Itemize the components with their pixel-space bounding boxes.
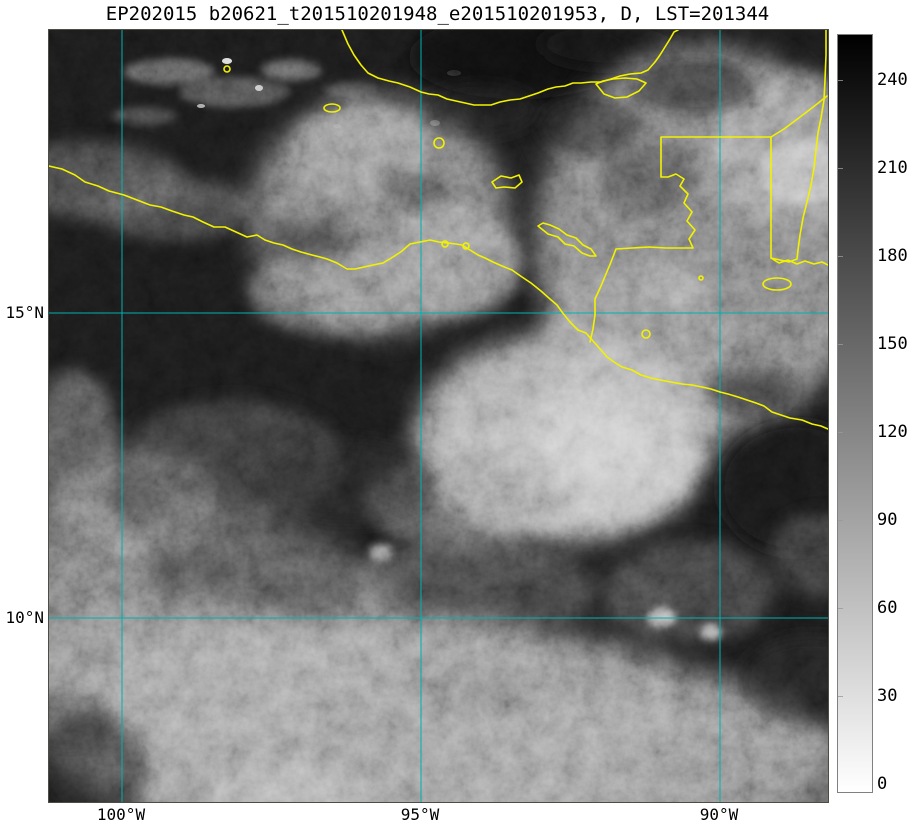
coastal-lagoon-dot-1 <box>441 240 449 248</box>
coastal-lagoon <box>323 103 341 113</box>
colorbar-notch <box>838 168 843 169</box>
colorbar-notch <box>838 520 843 521</box>
colorbar-notch <box>838 432 843 433</box>
angostura-reservoir <box>537 222 597 257</box>
colorbar-tick-120: 120 <box>877 422 908 442</box>
colorbar-notch <box>838 256 843 257</box>
mexico-guatemala-border <box>589 136 772 343</box>
satellite-map <box>48 29 829 803</box>
colorbar-tick-150: 150 <box>877 334 908 354</box>
coastal-lagoon-dot-2 <box>462 242 470 250</box>
colorbar-notch <box>838 80 843 81</box>
rio-hondo-border <box>770 95 828 138</box>
lat-tick-10n: 10°N <box>5 608 44 627</box>
pacific-coastline <box>49 165 828 430</box>
small-lagoon <box>223 65 231 73</box>
lon-tick-100w: 100°W <box>96 805 146 824</box>
coastlines <box>49 30 828 430</box>
colorbar-tick-90: 90 <box>877 510 898 530</box>
satellite-image <box>49 30 828 802</box>
colorbar <box>837 34 873 793</box>
guatemala-lake-dot <box>698 275 704 281</box>
plot-title: EP202015 b20621_t201510201948_e201510201… <box>105 3 770 25</box>
lake-izabal <box>762 277 792 291</box>
colorbar-tick-180: 180 <box>877 246 908 266</box>
colorbar-notch <box>838 696 843 697</box>
lake-atitlan <box>641 329 651 339</box>
laguna-de-terminos <box>595 77 647 99</box>
colorbar-tick-60: 60 <box>877 598 898 618</box>
belize-caribbean-coastline <box>770 30 828 266</box>
small-lake <box>433 137 445 149</box>
colorbar-tick-210: 210 <box>877 158 908 178</box>
lat-tick-15n: 15°N <box>5 303 44 322</box>
gulf-of-campeche-coastline <box>341 30 679 106</box>
colorbar-notch <box>838 608 843 609</box>
gridlines <box>49 30 828 802</box>
colorbar-tick-0: 0 <box>877 774 888 794</box>
malpaso-reservoir <box>491 174 523 189</box>
colorbar-tick-30: 30 <box>877 686 898 706</box>
lon-tick-90w: 90°W <box>699 805 739 824</box>
colorbar-tick-240: 240 <box>877 70 908 90</box>
texture-overlay-fine <box>49 30 828 802</box>
colorbar-notch <box>838 344 843 345</box>
lon-tick-95w: 95°W <box>400 805 440 824</box>
